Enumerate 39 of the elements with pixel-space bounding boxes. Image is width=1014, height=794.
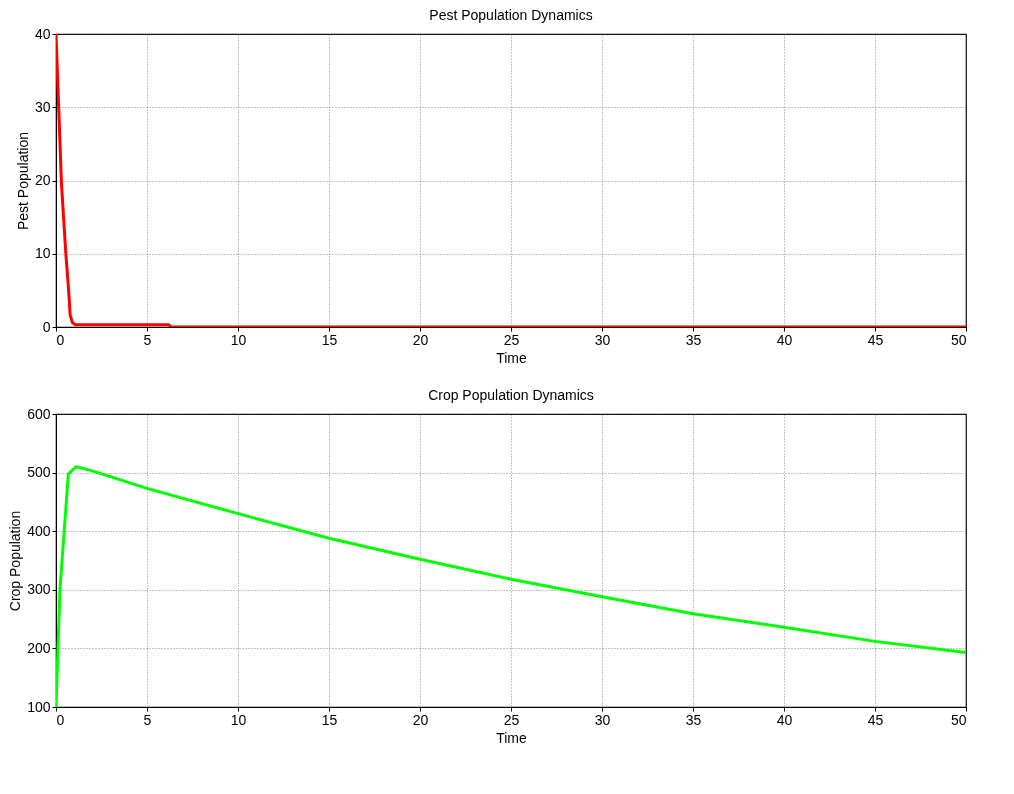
- chart-title: Crop Population Dynamics: [428, 387, 594, 403]
- x-tick-label: 35: [685, 711, 702, 728]
- y-axis-title: Crop Population: [7, 510, 24, 612]
- x-tick-label: 10: [230, 331, 247, 348]
- x-tick-label: 15: [321, 711, 338, 728]
- y-tick-label: 40: [34, 25, 51, 42]
- x-axis-title: Time: [496, 729, 528, 746]
- x-tick-label: 45: [867, 711, 884, 728]
- x-tick-label: 5: [143, 711, 152, 728]
- x-axis-title: Time: [496, 349, 528, 366]
- x-tick-label: 50: [950, 711, 967, 728]
- y-tick-label: 100: [27, 698, 51, 715]
- x-tick-label: 0: [56, 711, 65, 728]
- x-tick-label: 0: [56, 331, 65, 348]
- x-tick-label: 40: [776, 711, 793, 728]
- x-tick-label: 40: [776, 331, 793, 348]
- x-tick-label: 25: [503, 711, 520, 728]
- x-tick-label: 30: [594, 711, 611, 728]
- x-tick-label: 5: [143, 331, 152, 348]
- y-tick-label: 300: [27, 581, 51, 598]
- x-tick-label: 50: [950, 331, 967, 348]
- x-tick-label: 45: [867, 331, 884, 348]
- x-tick-label: 10: [230, 711, 247, 728]
- x-tick-label: 20: [412, 711, 429, 728]
- x-tick-label: 20: [412, 331, 429, 348]
- y-tick-label: 600: [27, 405, 51, 422]
- y-tick-label: 20: [34, 172, 51, 188]
- y-tick-label: 10: [34, 245, 51, 262]
- y-tick-label: 30: [34, 98, 51, 115]
- x-tick-label: 15: [321, 331, 338, 348]
- x-tick-label: 25: [503, 331, 520, 348]
- y-tick-label: 0: [42, 318, 51, 335]
- y-axis-title: Pest Population: [14, 131, 31, 231]
- x-tick-label: 35: [685, 331, 702, 348]
- chart-title: Pest Population Dynamics: [429, 7, 593, 23]
- x-tick-label: 30: [594, 331, 611, 348]
- y-tick-label: 500: [27, 464, 51, 481]
- y-tick-label: 400: [27, 522, 51, 539]
- y-tick-label: 200: [27, 639, 51, 656]
